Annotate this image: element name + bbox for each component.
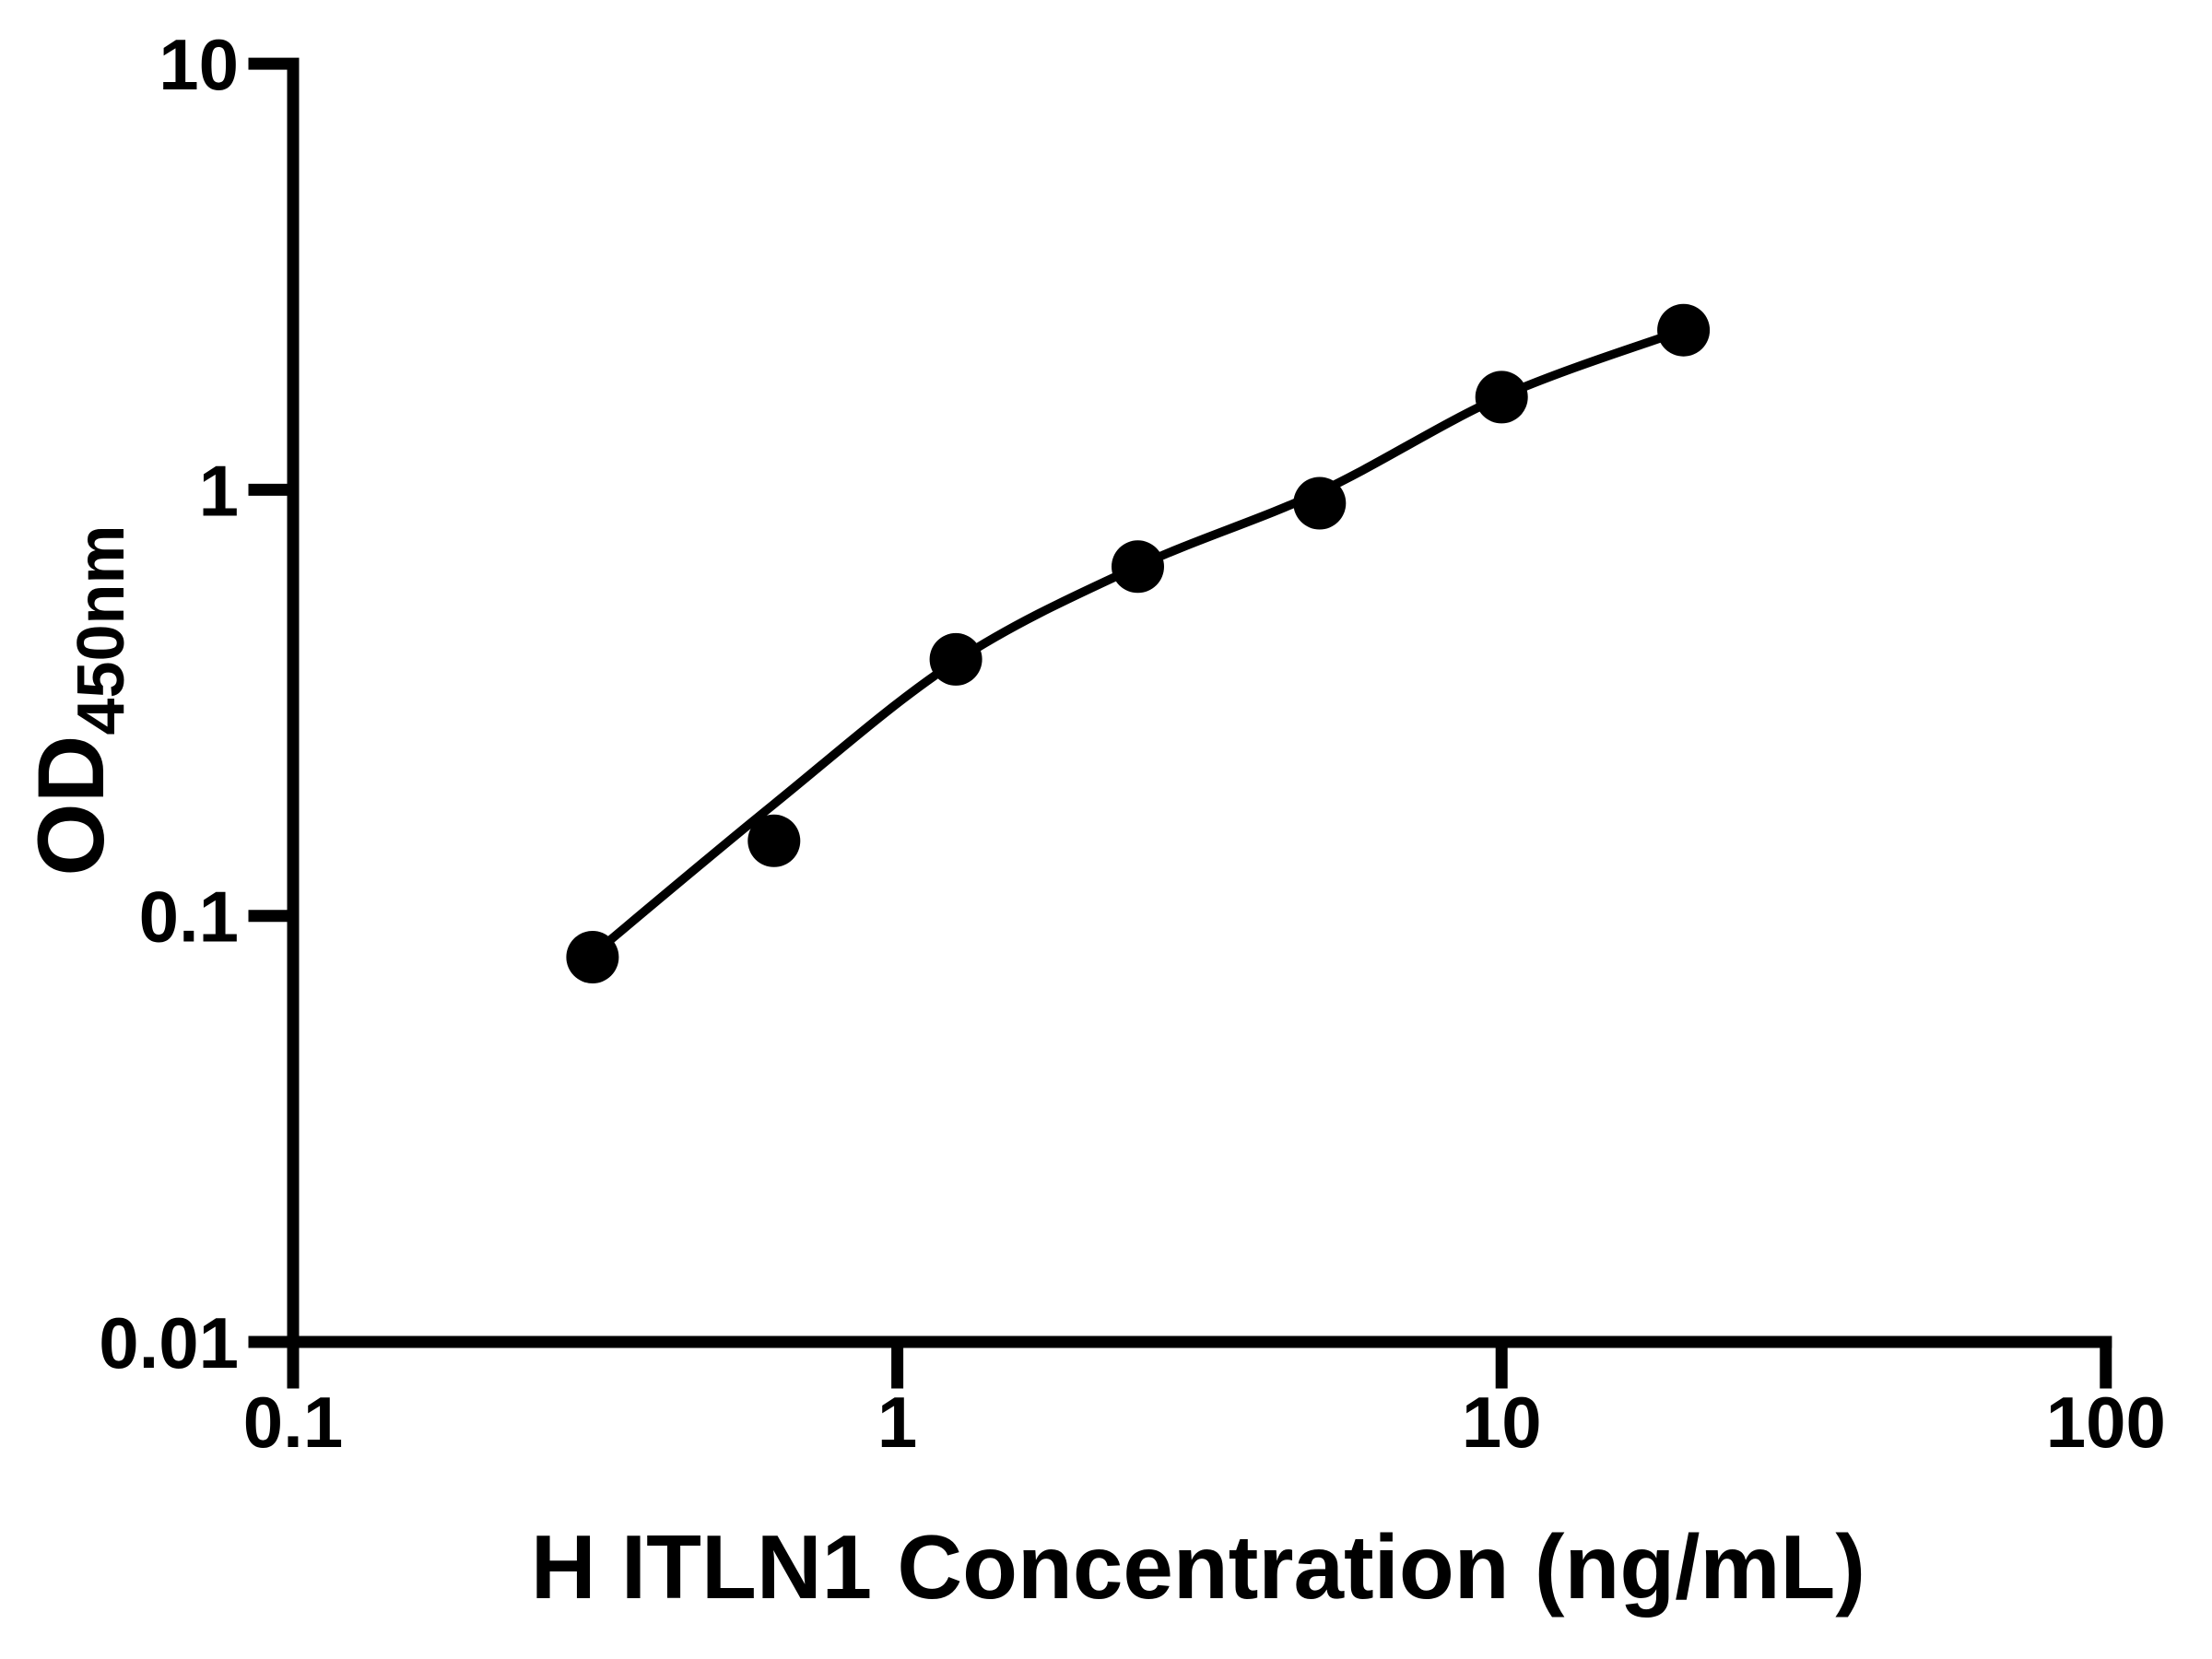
- y-tick-label: 0.1: [139, 877, 239, 958]
- x-tick-label: 1: [877, 1382, 917, 1463]
- data-point-marker: [1475, 371, 1528, 424]
- data-point-marker: [1293, 477, 1347, 530]
- data-point-marker: [1657, 303, 1711, 357]
- data-point-marker: [1112, 540, 1164, 594]
- fit-curve-line: [588, 325, 1688, 959]
- x-tick-label: 0.1: [243, 1382, 343, 1463]
- y-axis-title-main: OD: [18, 735, 124, 877]
- x-tick-label: 100: [2046, 1382, 2166, 1463]
- y-axis-title-subscript: 450nm: [65, 524, 138, 735]
- y-axis-title: OD450nm: [18, 524, 138, 876]
- points-group: [566, 303, 1711, 983]
- data-point-marker: [929, 632, 982, 686]
- y-tick-label: 0.01: [99, 1302, 239, 1383]
- y-tick-label: 10: [159, 24, 239, 105]
- data-point-marker: [566, 931, 619, 983]
- y-tick-label: 1: [199, 450, 239, 531]
- curve-group: [588, 325, 1688, 959]
- x-tick-label: 10: [1462, 1382, 1542, 1463]
- x-axis-title: H ITLN1 Concentration (ng/mL): [531, 1516, 1865, 1618]
- data-point-marker: [747, 814, 801, 867]
- axes-group: [248, 57, 2112, 1389]
